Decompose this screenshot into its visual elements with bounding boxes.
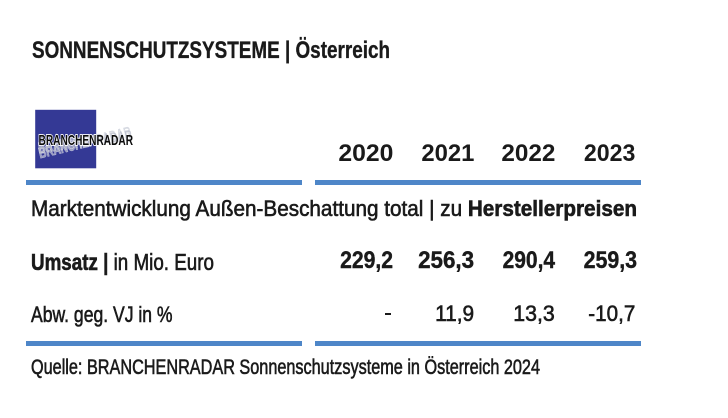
svg-text:RADAR: RADAR <box>97 133 134 149</box>
svg-text:BRANCHEN: BRANCHEN <box>39 133 97 149</box>
